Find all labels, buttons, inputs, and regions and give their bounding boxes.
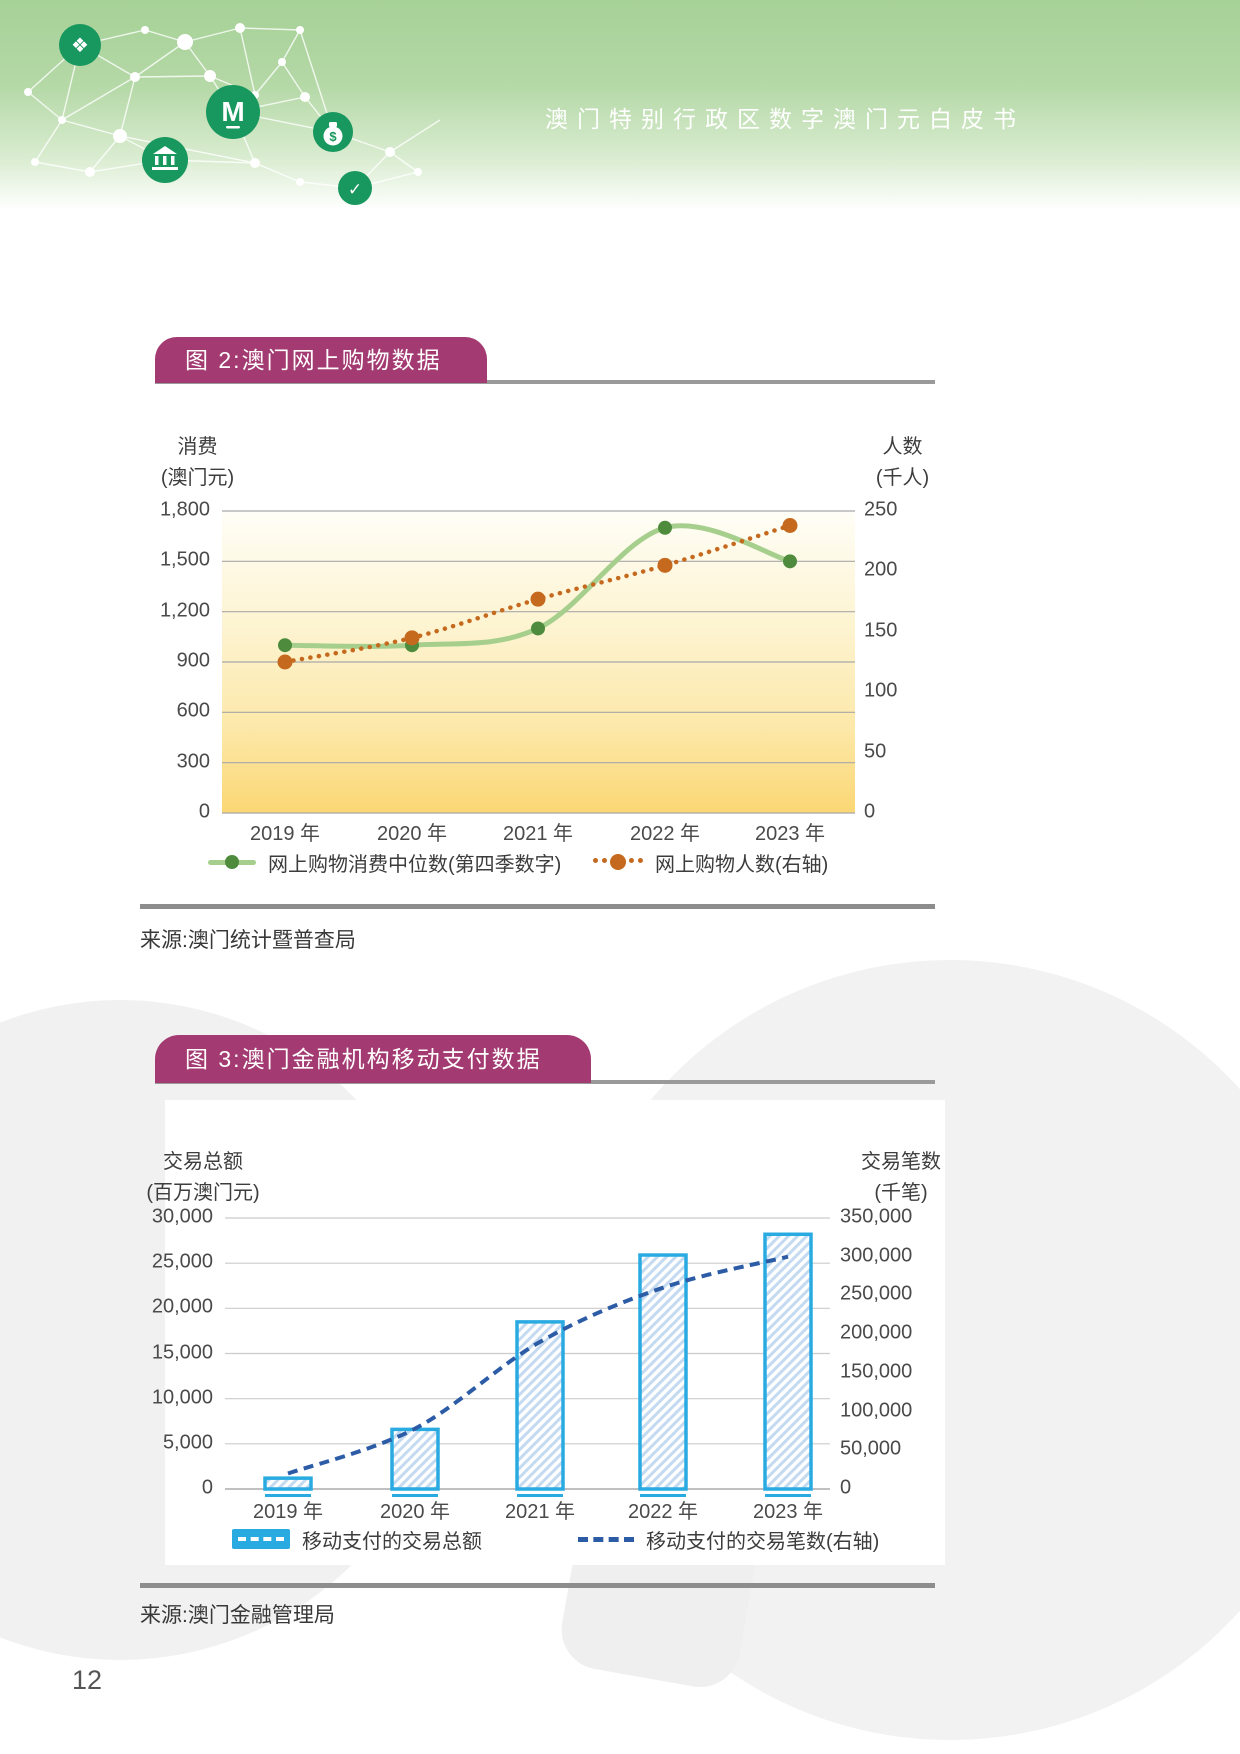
fig2-legend-shoppers: 网上购物人数(右轴) (593, 849, 828, 876)
figure2-right-tick: 200 (864, 558, 898, 581)
data-point-marker (278, 638, 292, 653)
page-number: 12 (72, 1665, 103, 1695)
figure2-left-tick: 900 (176, 649, 210, 672)
data-point-marker (658, 520, 672, 535)
orange-dotted-swatch (593, 854, 643, 870)
figure3-right-tick: 200,000 (840, 1321, 913, 1344)
figure3-right-tick: 50,000 (840, 1437, 902, 1460)
data-point-marker (530, 591, 546, 607)
data-point-marker (783, 554, 797, 569)
figure2-x-label: 2021 年 (502, 823, 574, 845)
fig2-title-rule (155, 380, 935, 384)
figure3-x-label: 2019 年 (252, 1501, 324, 1523)
figure2-x-label: 2022 年 (629, 823, 701, 845)
fig3-title: 图 3:澳门金融机构移动支付数据 (185, 1046, 542, 1072)
figure3-left-tick: 20,000 (151, 1295, 213, 1318)
fig3-legend-amount: 移动支付的交易总额 (232, 1526, 482, 1553)
dotted-line-series (282, 523, 793, 665)
data-point-marker (405, 638, 419, 653)
fig3-title-bar: 图 3:澳门金融机构移动支付数据 (155, 1035, 591, 1083)
figure3-left-tick: 10,000 (151, 1386, 213, 1409)
figure2-right-tick: 0 (864, 800, 876, 823)
figure2-right-tick: 250 (864, 498, 898, 521)
fig2-plot (222, 510, 855, 814)
figure3-right-tick: 350,000 (840, 1205, 913, 1228)
blockchain-cube-icon: ❖ (59, 24, 101, 66)
svg-text:M: M (221, 96, 244, 127)
fig3-right-axis-title: 交易笔数 (千笔) (861, 1151, 941, 1204)
cyan-bar-swatch (232, 1529, 290, 1549)
fig2-bottom-divider (140, 904, 935, 909)
figure2-left-tick: 600 (176, 699, 210, 722)
bank-icon (142, 137, 188, 183)
fig3-source: 来源:澳门金融管理局 (140, 1604, 335, 1627)
figure2-right-tick: 50 (864, 739, 887, 762)
fig2-source: 来源:澳门统计暨普查局 (140, 929, 356, 952)
data-point-marker (531, 621, 545, 636)
figure2-right-tick: 100 (864, 679, 898, 702)
fig2-left-axis-title: 消费 (澳门元) (160, 436, 235, 489)
svg-text:$: $ (329, 129, 337, 144)
figure3-x-label: 2021 年 (504, 1501, 576, 1523)
header-banner: ❖ M $ ✓ (0, 0, 1240, 210)
figure3-right-tick: 150,000 (840, 1360, 913, 1383)
figure2-left-tick: 1,200 (159, 599, 210, 622)
pataca-m-icon: M (206, 85, 260, 139)
figure2-left-tick: 1,500 (159, 548, 210, 571)
handshake-check-icon: ✓ (338, 171, 372, 205)
figure2-x-label: 2023 年 (754, 823, 826, 845)
data-point-marker (657, 557, 673, 573)
solid-line-series (282, 523, 793, 649)
fig2-title-bar: 图 2:澳门网上购物数据 (155, 337, 487, 383)
figure3-left-tick: 15,000 (151, 1340, 213, 1363)
data-point-marker (277, 654, 293, 670)
document-title: 澳门特别行政区数字澳门元白皮书 (545, 106, 1025, 132)
figure2-left-tick: 300 (176, 750, 210, 773)
fig3-legend-count: 移动支付的交易笔数(右轴) (578, 1526, 879, 1553)
figure3-left-tick: 25,000 (151, 1250, 213, 1273)
figure2-x-label: 2020 年 (376, 823, 448, 845)
data-point-marker (404, 630, 420, 646)
figure3-right-tick: 300,000 (840, 1244, 913, 1267)
figure2-left-tick: 1,800 (159, 498, 210, 521)
figure3-left-tick: 30,000 (151, 1205, 213, 1228)
fig3-bottom-divider (140, 1583, 935, 1588)
fig2-title: 图 2:澳门网上购物数据 (185, 347, 442, 373)
network-nodes (24, 23, 422, 186)
figure3-right-tick: 0 (840, 1476, 852, 1499)
figure2-x-label: 2019 年 (249, 823, 321, 845)
data-point-marker (782, 517, 798, 533)
figure3-left-tick: 5,000 (162, 1431, 213, 1454)
figure3-x-label: 2022 年 (627, 1501, 699, 1523)
figure3-right-tick: 100,000 (840, 1398, 913, 1421)
figure3-right-tick: 250,000 (840, 1282, 913, 1305)
figure3-x-label: 2023 年 (752, 1501, 824, 1523)
blue-dashed-swatch (578, 1536, 634, 1542)
figure2-right-tick: 150 (864, 619, 898, 642)
svg-text:❖: ❖ (71, 35, 89, 57)
plot-background (222, 511, 855, 813)
figure3-x-label: 2020 年 (379, 1501, 451, 1523)
svg-text:✓: ✓ (348, 180, 362, 199)
figure3-left-tick: 0 (201, 1476, 213, 1499)
fig2-right-axis-title: 人数 (千人) (875, 436, 930, 489)
green-line-swatch (208, 854, 256, 870)
money-bag-icon: $ (313, 112, 353, 152)
figure2-left-tick: 0 (198, 800, 210, 823)
fig3-left-axis-title: 交易总额 (百万澳门元) (146, 1151, 260, 1204)
fig2-legend-consumption: 网上购物消费中位数(第四季数字) (208, 849, 561, 876)
network-graphic: ❖ M $ ✓ (24, 23, 441, 205)
